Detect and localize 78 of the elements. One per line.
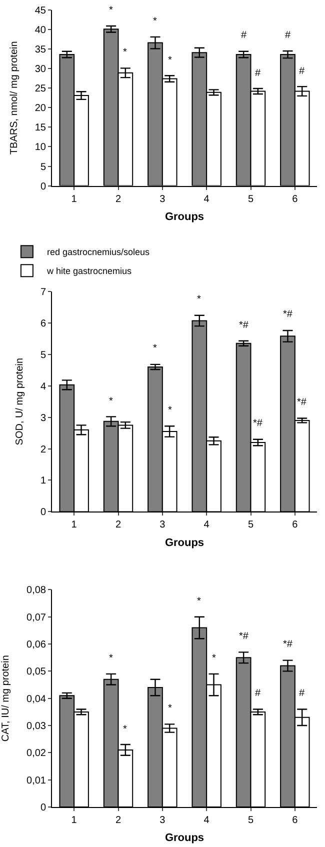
y-tick-label: 0,08 (26, 585, 46, 596)
annotation: * (153, 343, 157, 354)
y-tick-label: 4 (40, 381, 46, 392)
x-tick-label: 1 (71, 194, 78, 205)
annotation: * (123, 724, 127, 735)
annotation: *# (253, 418, 263, 429)
y-tick-label: 0,07 (26, 612, 46, 624)
annotation: * (123, 47, 127, 58)
y-tick-label: 20 (34, 103, 46, 114)
annotation: * (212, 653, 216, 664)
x-tick-label: 6 (292, 520, 298, 531)
annotation: * (197, 294, 201, 305)
y-tick-label: 7 (40, 286, 46, 298)
y-tick-label: 6 (40, 318, 46, 330)
y-tick-label: 15 (34, 122, 46, 134)
x-tick-label: 5 (248, 194, 254, 205)
y-tick-label: 5 (40, 162, 46, 173)
y-tick-label: 0,03 (26, 721, 46, 732)
annotation: * (109, 5, 113, 16)
annotation: * (153, 16, 157, 27)
x-tick-label: 2 (115, 520, 122, 531)
y-tick-label: 0,02 (26, 748, 46, 760)
x-tick-label: 6 (292, 815, 298, 826)
x-tick-label: 2 (115, 194, 122, 205)
y-tick-label: 40 (34, 25, 46, 36)
annotation: * (109, 396, 113, 407)
annotation: *# (239, 320, 249, 331)
x-axis-title: Groups (164, 536, 204, 549)
annotation: * (197, 596, 201, 607)
x-tick-label: 4 (204, 815, 210, 826)
y-tick-label: 35 (34, 44, 46, 56)
y-tick-label: 45 (34, 6, 46, 16)
x-tick-label: 5 (248, 815, 254, 826)
annotation: * (168, 55, 172, 66)
y-tick-label: 0,01 (26, 775, 46, 786)
x-axis-title: Groups (164, 832, 204, 844)
y-axis-title: CAT, IU/ mg protein (0, 655, 12, 742)
x-tick-label: 3 (160, 815, 166, 826)
y-tick-label: 1 (40, 476, 46, 487)
annotation: # (299, 66, 305, 77)
x-tick-label: 3 (160, 520, 166, 531)
annotation: *# (283, 309, 293, 320)
x-tick-label: 1 (71, 815, 78, 826)
legend-label: red gastrocnemius/soleus (46, 247, 150, 258)
annotation: # (285, 30, 291, 41)
annotation: * (168, 405, 172, 416)
y-axis-title: TBARS, nmol/ mg protein (8, 41, 20, 155)
y-tick-label: 5 (40, 350, 46, 361)
annotation: # (241, 30, 247, 41)
annotation: * (168, 703, 172, 714)
annotation: *# (297, 397, 307, 408)
y-tick-label: 0 (40, 507, 46, 518)
y-tick-label: 0,05 (26, 666, 46, 678)
x-tick-label: 5 (248, 520, 254, 531)
x-tick-label: 3 (160, 194, 166, 205)
y-tick-label: 0 (40, 802, 46, 814)
x-tick-label: 6 (292, 194, 298, 205)
x-tick-label: 1 (71, 520, 78, 531)
annotation: # (299, 688, 305, 699)
y-axis-title: SOD, U/ mg protein (14, 358, 26, 446)
annotation: # (255, 68, 261, 79)
legend-label: w hite gastrocnemius (46, 266, 132, 276)
y-tick-label: 2 (40, 444, 46, 456)
x-tick-label: 2 (115, 815, 122, 826)
x-axis-title: Groups (164, 210, 204, 223)
y-tick-label: 0,06 (26, 640, 46, 651)
y-tick-label: 0 (40, 181, 46, 192)
annotation: * (109, 653, 113, 664)
y-tick-label: 25 (34, 84, 46, 95)
x-tick-label: 4 (204, 194, 210, 205)
x-tick-label: 4 (204, 520, 210, 531)
y-tick-label: 10 (34, 142, 46, 154)
annotation: # (255, 688, 261, 699)
y-tick-label: 30 (34, 64, 46, 76)
annotation: *# (283, 639, 293, 650)
y-tick-label: 3 (40, 412, 46, 424)
y-tick-label: 0,04 (26, 694, 46, 705)
annotation: *# (239, 631, 249, 642)
